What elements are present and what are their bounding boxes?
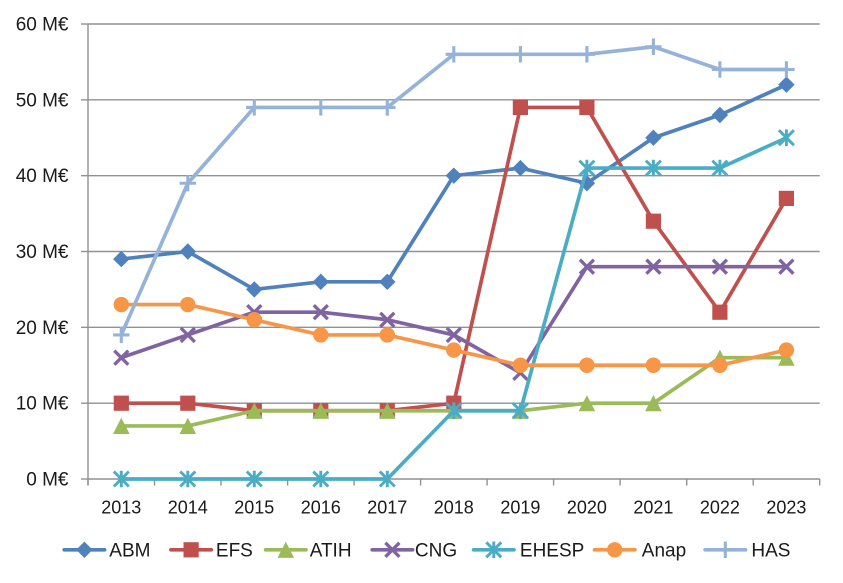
svg-text:ATIH: ATIH bbox=[310, 540, 352, 561]
svg-text:EFS: EFS bbox=[216, 540, 253, 561]
svg-text:60 M€: 60 M€ bbox=[16, 15, 69, 36]
svg-text:2015: 2015 bbox=[234, 498, 274, 518]
svg-text:HAS: HAS bbox=[751, 540, 790, 561]
svg-text:2016: 2016 bbox=[301, 498, 341, 518]
svg-text:20 M€: 20 M€ bbox=[16, 318, 69, 339]
svg-text:2021: 2021 bbox=[633, 498, 673, 518]
svg-text:EHESP: EHESP bbox=[520, 540, 584, 561]
svg-text:50 M€: 50 M€ bbox=[16, 90, 69, 111]
svg-text:Anap: Anap bbox=[642, 540, 686, 561]
svg-text:2019: 2019 bbox=[500, 498, 540, 518]
svg-text:30 M€: 30 M€ bbox=[16, 242, 69, 263]
svg-text:40 M€: 40 M€ bbox=[16, 166, 69, 187]
svg-text:2014: 2014 bbox=[168, 498, 208, 518]
svg-text:2022: 2022 bbox=[700, 498, 740, 518]
svg-text:0 M€: 0 M€ bbox=[26, 470, 69, 491]
svg-text:10 M€: 10 M€ bbox=[16, 394, 69, 415]
svg-text:ABM: ABM bbox=[109, 540, 150, 561]
svg-text:2013: 2013 bbox=[101, 498, 141, 518]
svg-text:CNG: CNG bbox=[415, 540, 457, 561]
svg-text:2020: 2020 bbox=[567, 498, 607, 518]
svg-text:2023: 2023 bbox=[766, 498, 806, 518]
svg-text:2017: 2017 bbox=[367, 498, 407, 518]
svg-text:2018: 2018 bbox=[434, 498, 474, 518]
